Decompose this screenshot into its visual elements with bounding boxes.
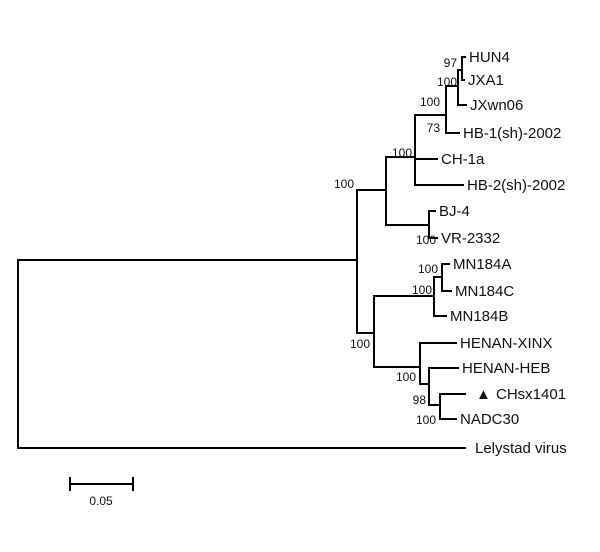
leaf-label-bj4: BJ-4	[439, 203, 470, 220]
leaf-label-nadc30: NADC30	[460, 411, 519, 428]
leaf-label-chsx1401: CHsx1401	[496, 386, 566, 403]
taxon-labels: HUN4 JXA1 JXwn06 HB-1(sh)-2002 CH-1a HB-…	[439, 49, 567, 457]
support-hb1-group: 73	[427, 121, 441, 135]
leaf-label-mn184a: MN184A	[453, 256, 511, 273]
support-mn184a-c: 100	[418, 262, 438, 276]
leaf-label-hb2: HB-2(sh)-2002	[467, 177, 565, 194]
leaf-label-henan-xinx: HENAN-XINX	[460, 335, 553, 352]
support-bj4-vr2332: 100	[416, 233, 436, 247]
support-chsx-nadc30: 100	[416, 413, 436, 427]
support-ch1a-group: 100	[392, 146, 412, 160]
support-hun4-jxa1: 97	[444, 56, 458, 70]
support-chsx-group: 98	[413, 393, 427, 407]
tree-branches	[17, 56, 467, 449]
scale-bar-label: 0.05	[89, 494, 113, 508]
leaf-label-jxwn06: JXwn06	[470, 97, 523, 114]
leaf-label-henan-heb: HENAN-HEB	[462, 360, 550, 377]
leaf-label-mn184b: MN184B	[450, 308, 508, 325]
leaf-label-hun4: HUN4	[469, 49, 510, 66]
leaf-label-ch1a: CH-1a	[441, 151, 485, 168]
support-lineage1-root: 100	[350, 337, 370, 351]
support-jxa1-jxwn06: 100	[437, 75, 457, 89]
leaf-label-jxa1: JXA1	[468, 72, 504, 89]
support-type2-root: 100	[334, 177, 354, 191]
support-jx-group: 100	[420, 95, 440, 109]
leaf-label-mn184c: MN184C	[455, 283, 514, 300]
leaf-label-hb1: HB-1(sh)-2002	[463, 125, 561, 142]
scale-bar: 0.05	[69, 477, 134, 508]
leaf-label-lelystad: Lelystad virus	[475, 440, 567, 457]
leaf-label-vr2332: VR-2332	[441, 230, 500, 247]
support-mn184-group: 100	[412, 283, 432, 297]
support-values: 97 100 100 73 100 100 100 100 100 100 10…	[334, 56, 457, 427]
support-henan-group: 100	[396, 370, 416, 384]
marker-triangle-icon: ▲	[476, 386, 491, 403]
